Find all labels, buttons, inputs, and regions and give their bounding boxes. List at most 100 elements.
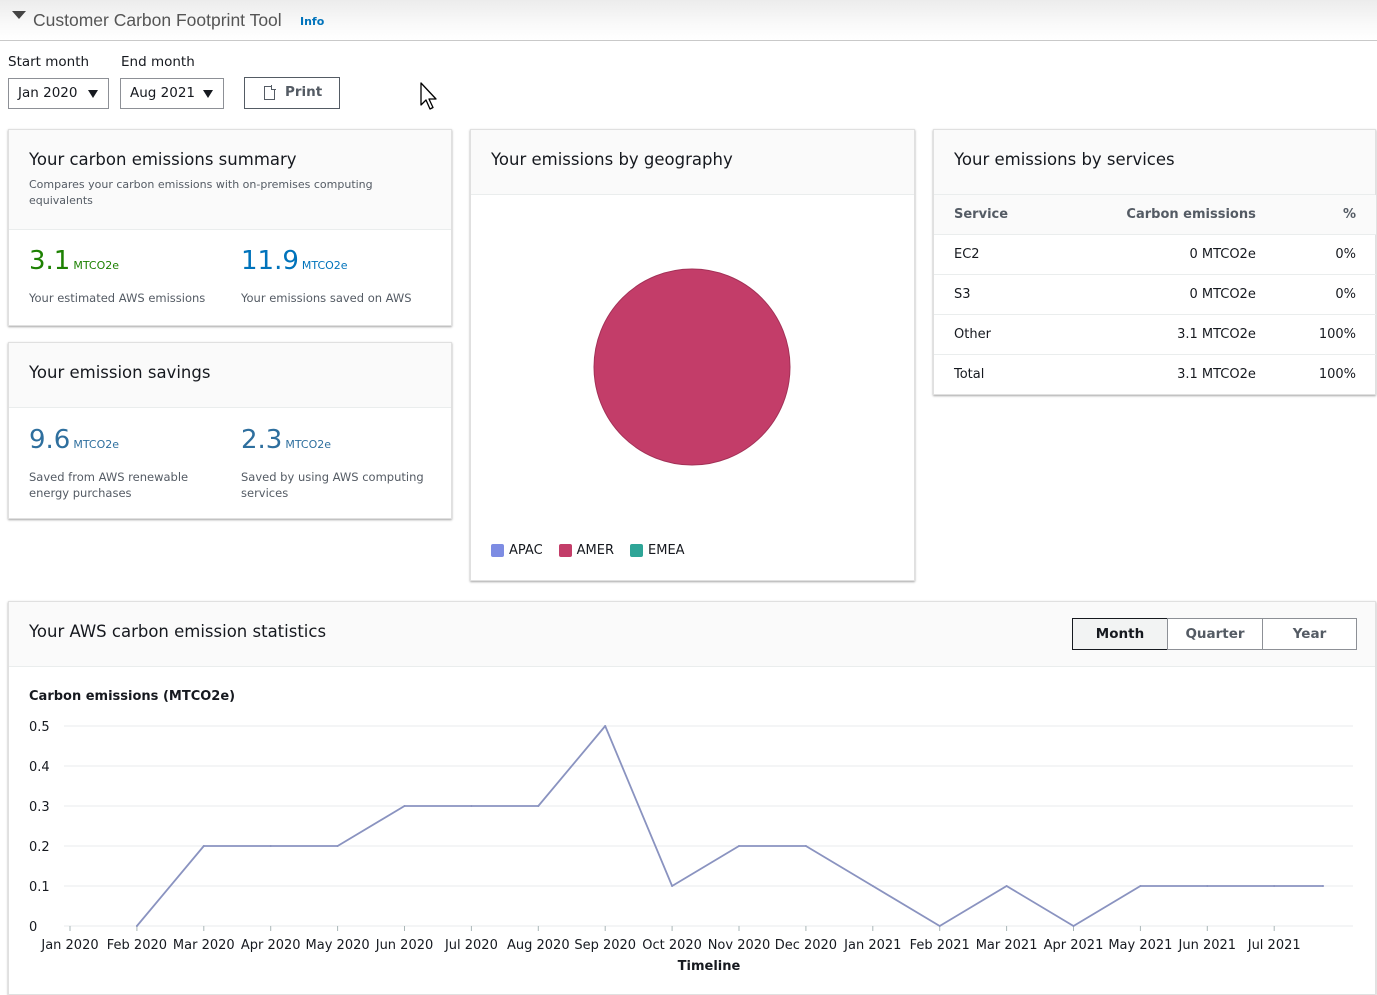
metric-unit: MTCO2e [73,438,120,451]
percent-cell: 100% [1275,314,1376,355]
metric-value: 11.9 [241,246,299,276]
data-point [1206,885,1209,887]
caret-down-icon [203,90,213,98]
x-tick-label: Apr 2020 [241,938,301,953]
data-point [804,845,807,847]
period-quarter-button[interactable]: Quarter [1167,618,1263,650]
x-tick-label: Jun 2020 [375,938,434,953]
end-month-select[interactable]: Aug 2021 [120,78,224,109]
percent-cell: 0% [1275,234,1376,275]
metric-unit: MTCO2e [285,438,332,451]
data-point [537,805,540,807]
service-column-header: Service [934,195,1057,235]
data-point [938,925,941,927]
x-tick-label: Jul 2020 [444,938,498,953]
x-tick-label: Nov 2020 [708,938,771,953]
geography-pie-chart [593,268,791,466]
legend-item[interactable]: EMEA [630,543,685,558]
services-table: Service Carbon emissions % EC2 0 MTCO2e … [934,195,1376,394]
computing-savings-metric: 2.3 MTCO2e [241,425,331,455]
data-point [1072,925,1075,927]
service-cell: Other [934,314,1057,355]
x-tick-label: Sep 2020 [574,938,636,953]
data-point [135,925,138,927]
x-tick-label: Feb 2021 [910,938,970,953]
period-year-button[interactable]: Year [1262,618,1357,650]
pie-slice-amer [593,268,791,466]
metric-value: 3.1 [29,246,71,276]
renewable-savings-metric: 9.6 MTCO2e [29,425,119,455]
period-month-button[interactable]: Month [1072,618,1168,650]
y-tick-label: 0.2 [29,840,50,855]
summary-title: Your carbon emissions summary [29,150,297,169]
saved-emissions-metric: 11.9 MTCO2e [241,246,348,276]
table-row: Other 3.1 MTCO2e 100% [934,314,1376,355]
info-link[interactable]: Info [300,15,325,28]
data-point [403,805,406,807]
geography-title: Your emissions by geography [491,150,733,169]
x-tick-label: Apr 2021 [1044,938,1104,953]
end-month-label: End month [121,54,195,70]
print-button[interactable]: Print [244,77,340,109]
services-card: Your emissions by services Service Carbo… [933,129,1376,395]
emissions-series-line [136,725,1324,927]
emissions-summary-card: Your carbon emissions summary Compares y… [8,129,452,326]
statistics-title: Your AWS carbon emission statistics [29,622,327,641]
document-icon [264,85,276,100]
start-month-value: Jan 2020 [18,85,78,101]
legend-label: EMEA [648,543,685,558]
data-point [1005,885,1008,887]
emissions-cell: 3.1 MTCO2e [1056,314,1276,355]
y-tick-label: 0.4 [29,760,50,775]
table-row: Total 3.1 MTCO2e 100% [934,354,1376,394]
x-axis-title: Timeline [678,959,741,974]
x-tick-label: Jun 2021 [1178,938,1237,953]
x-tick-label: May 2021 [1108,938,1172,953]
mouse-cursor-icon [420,82,437,110]
x-tick-label: Aug 2020 [507,938,570,953]
legend-label: AMER [576,543,615,558]
caret-down-icon [88,90,98,98]
table-header-row: Service Carbon emissions % [934,195,1376,235]
emissions-column-header: Carbon emissions [1056,195,1276,235]
data-point [1273,885,1276,887]
x-tick-label: Jan 2020 [40,938,98,953]
geography-legend: APAC AMER EMEA [491,543,701,558]
data-point [1139,885,1142,887]
data-point [202,845,205,847]
x-tick-label: Jan 2021 [843,938,901,953]
collapse-caret-icon[interactable] [12,11,26,19]
data-point [336,845,339,847]
data-point [738,845,740,847]
x-tick-label: Mar 2020 [173,938,235,953]
y-tick-label: 0.1 [29,880,50,895]
emissions-cell: 0 MTCO2e [1056,274,1276,315]
legend-label: APAC [509,543,543,558]
data-point [470,805,473,807]
start-month-label: Start month [8,54,90,70]
y-tick-label: 0 [29,920,37,935]
tool-header: Customer Carbon Footprint Tool Info [0,0,1377,41]
data-point [871,885,874,887]
data-point [671,885,674,887]
x-tick-label: May 2020 [306,938,370,953]
summary-description: Compares your carbon emissions with on-p… [29,178,373,207]
metric-value: 9.6 [29,425,71,455]
percent-cell: 100% [1318,366,1356,382]
legend-item[interactable]: AMER [558,543,615,558]
estimated-emissions-label: Your estimated AWS emissions [29,291,206,305]
estimated-emissions-metric: 3.1 MTCO2e [29,246,119,276]
start-month-select[interactable]: Jan 2020 [8,78,109,109]
legend-swatch [630,544,644,557]
data-point [269,845,272,847]
metric-unit: MTCO2e [73,259,120,272]
renewable-savings-label: Saved from AWS renewable energy purchase… [29,470,189,500]
legend-item[interactable]: APAC [491,543,543,558]
statistics-card: Your AWS carbon emission statistics Mont… [8,601,1376,995]
service-cell: Total [954,366,985,382]
table-row: EC2 0 MTCO2e 0% [934,234,1376,275]
metric-value: 2.3 [241,425,283,455]
emissions-cell: 0 MTCO2e [1056,234,1276,275]
x-tick-label: Mar 2021 [976,938,1038,953]
page-title: Customer Carbon Footprint Tool [33,10,282,30]
